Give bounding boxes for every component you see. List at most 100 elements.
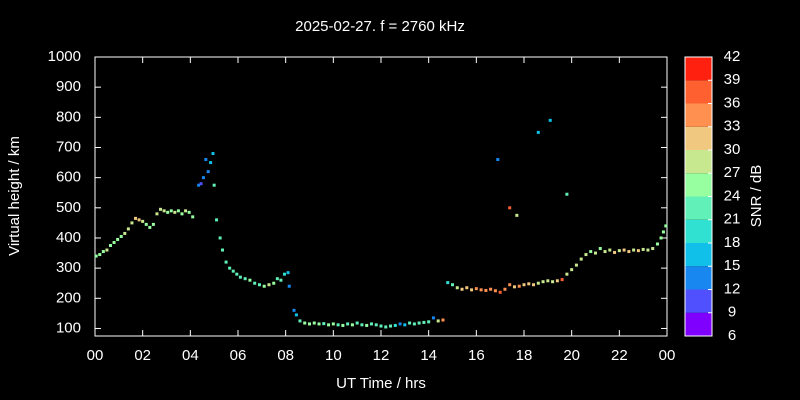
- point: [522, 283, 526, 287]
- point: [292, 308, 296, 312]
- point: [598, 247, 602, 251]
- point: [498, 290, 502, 294]
- point: [141, 219, 145, 223]
- colorbar-band: [685, 126, 712, 150]
- point: [282, 272, 286, 276]
- point: [248, 278, 252, 282]
- point: [201, 176, 205, 180]
- x-axis-label: UT Time / hrs: [336, 375, 426, 392]
- point: [551, 280, 555, 284]
- colorbar-band: [685, 150, 712, 174]
- colorbar-tick-label: 27: [724, 164, 741, 181]
- point: [180, 212, 184, 216]
- point: [187, 210, 191, 214]
- point: [646, 248, 650, 252]
- point: [286, 271, 290, 275]
- point: [231, 269, 235, 273]
- point: [570, 268, 574, 272]
- point: [384, 325, 388, 329]
- colorbar-band: [685, 173, 712, 197]
- point: [279, 278, 283, 282]
- point: [517, 284, 521, 288]
- colorbar-tick-label: 33: [724, 118, 741, 135]
- point: [206, 170, 210, 174]
- point: [365, 323, 369, 327]
- point: [548, 118, 552, 122]
- point: [664, 224, 668, 228]
- point: [137, 218, 141, 222]
- point: [215, 218, 219, 222]
- point: [322, 322, 326, 326]
- point: [257, 283, 261, 287]
- point: [267, 283, 271, 287]
- point: [422, 320, 426, 324]
- colorbar-band: [685, 57, 712, 81]
- point: [512, 285, 516, 289]
- point: [460, 287, 464, 291]
- x-tick-label: 16: [468, 347, 485, 364]
- point: [221, 248, 225, 252]
- point: [218, 236, 222, 240]
- colorbar-tick-label: 9: [728, 304, 736, 321]
- colorbar-band: [685, 266, 712, 290]
- point: [441, 318, 445, 322]
- point: [105, 248, 109, 252]
- point: [294, 313, 298, 317]
- point: [641, 247, 645, 251]
- point: [613, 250, 617, 254]
- point: [515, 213, 519, 217]
- point: [541, 280, 545, 284]
- point: [262, 284, 266, 288]
- x-tick-label: 08: [277, 347, 294, 364]
- x-tick-label: 10: [325, 347, 342, 364]
- point: [116, 237, 120, 241]
- point: [350, 323, 354, 327]
- y-tick-label: 500: [56, 199, 81, 216]
- x-tick-label: 04: [182, 347, 199, 364]
- point: [169, 209, 173, 213]
- point: [151, 222, 155, 226]
- point: [209, 161, 213, 165]
- point: [253, 281, 257, 285]
- colorbar-band: [685, 103, 712, 127]
- point: [622, 248, 626, 252]
- point: [589, 250, 593, 254]
- point: [148, 225, 152, 229]
- colorbar-band: [685, 289, 712, 313]
- colorbar-tick-label: 6: [728, 327, 736, 344]
- x-tick-label: 06: [230, 347, 247, 364]
- point: [470, 288, 474, 292]
- colorbar-band: [685, 196, 712, 220]
- point: [565, 192, 569, 196]
- point: [272, 281, 276, 285]
- point: [527, 282, 531, 286]
- y-tick-label: 100: [56, 319, 81, 336]
- point: [243, 277, 247, 281]
- point: [166, 210, 170, 214]
- x-tick-label: 22: [611, 347, 628, 364]
- y-tick-label: 900: [56, 78, 81, 95]
- point: [579, 257, 583, 261]
- point: [184, 209, 188, 213]
- point: [101, 250, 105, 254]
- point: [275, 277, 279, 281]
- x-tick-label: 18: [516, 347, 533, 364]
- point: [446, 281, 450, 285]
- point: [536, 130, 540, 134]
- point: [173, 210, 177, 214]
- point: [532, 283, 536, 287]
- point: [412, 322, 416, 326]
- point: [508, 206, 512, 210]
- point: [191, 215, 195, 219]
- point: [355, 321, 359, 325]
- point: [651, 247, 655, 251]
- point: [555, 279, 559, 283]
- point: [312, 321, 316, 325]
- colorbar-tick-label: 24: [724, 187, 741, 204]
- colorbar-label: SNR / dB: [748, 165, 765, 228]
- y-tick-label: 800: [56, 108, 81, 125]
- point: [408, 321, 412, 325]
- point: [584, 253, 588, 257]
- point: [155, 212, 159, 216]
